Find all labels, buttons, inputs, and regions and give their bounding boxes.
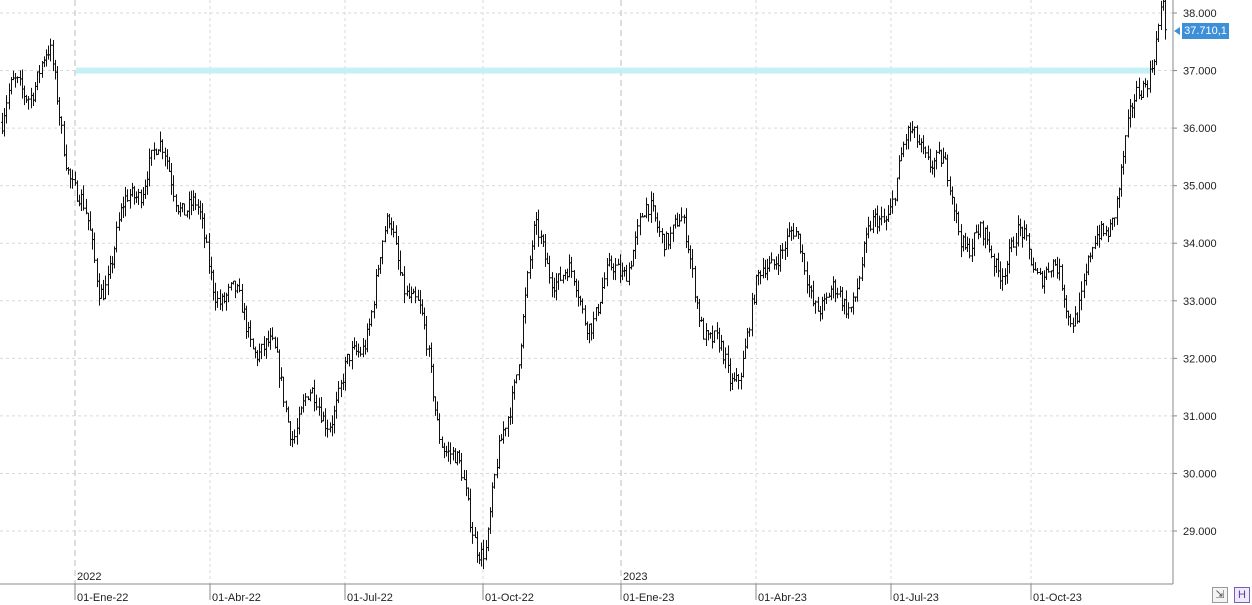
x-tick-label: 01-Ene-22 [77, 592, 128, 604]
x-tick-label: 01-Oct-23 [1033, 592, 1082, 604]
year-label: 2023 [623, 571, 647, 583]
zoom-icon[interactable]: ⇲ [1212, 587, 1228, 603]
y-tick-label: 32.000 [1183, 353, 1217, 365]
ohlc-bars [1, 0, 1167, 570]
x-tick-label: 01-Jul-23 [893, 592, 939, 604]
x-tick-label: 01-Ene-23 [623, 592, 674, 604]
y-tick-label: 38.000 [1183, 8, 1217, 20]
price-axis: 38.000 37.000 36.000 35.000 34.000 33.000 32.0… [1173, 8, 1217, 538]
y-tick-label: 29.000 [1183, 526, 1217, 538]
y-tick-label: 30.000 [1183, 468, 1217, 480]
resistance-band [76, 67, 1150, 74]
y-tick-label: 37.000 [1183, 66, 1217, 78]
date-axis: 01-Ene-22 01-Abr-22 01-Jul-22 01-Oct-22 01-E… [74, 571, 1082, 604]
y-tick-label: 35.000 [1183, 181, 1217, 193]
x-tick-label: 01-Abr-22 [212, 592, 261, 604]
y-tick-label: 34.000 [1183, 238, 1217, 250]
y-tick-label: 33.000 [1183, 296, 1217, 308]
last-price-tag: 37.710,1 [1182, 23, 1229, 39]
y-tick-label: 31.000 [1183, 411, 1217, 423]
x-tick-label: 01-Jul-22 [347, 592, 393, 604]
chart-grid [0, 0, 1173, 584]
x-tick-label: 01-Abr-23 [758, 592, 807, 604]
save-icon[interactable]: H [1234, 587, 1250, 603]
x-tick-label: 01-Oct-22 [485, 592, 534, 604]
y-tick-label: 36.000 [1183, 123, 1217, 135]
year-label: 2022 [77, 571, 101, 583]
price-pointer-icon [1174, 27, 1180, 35]
